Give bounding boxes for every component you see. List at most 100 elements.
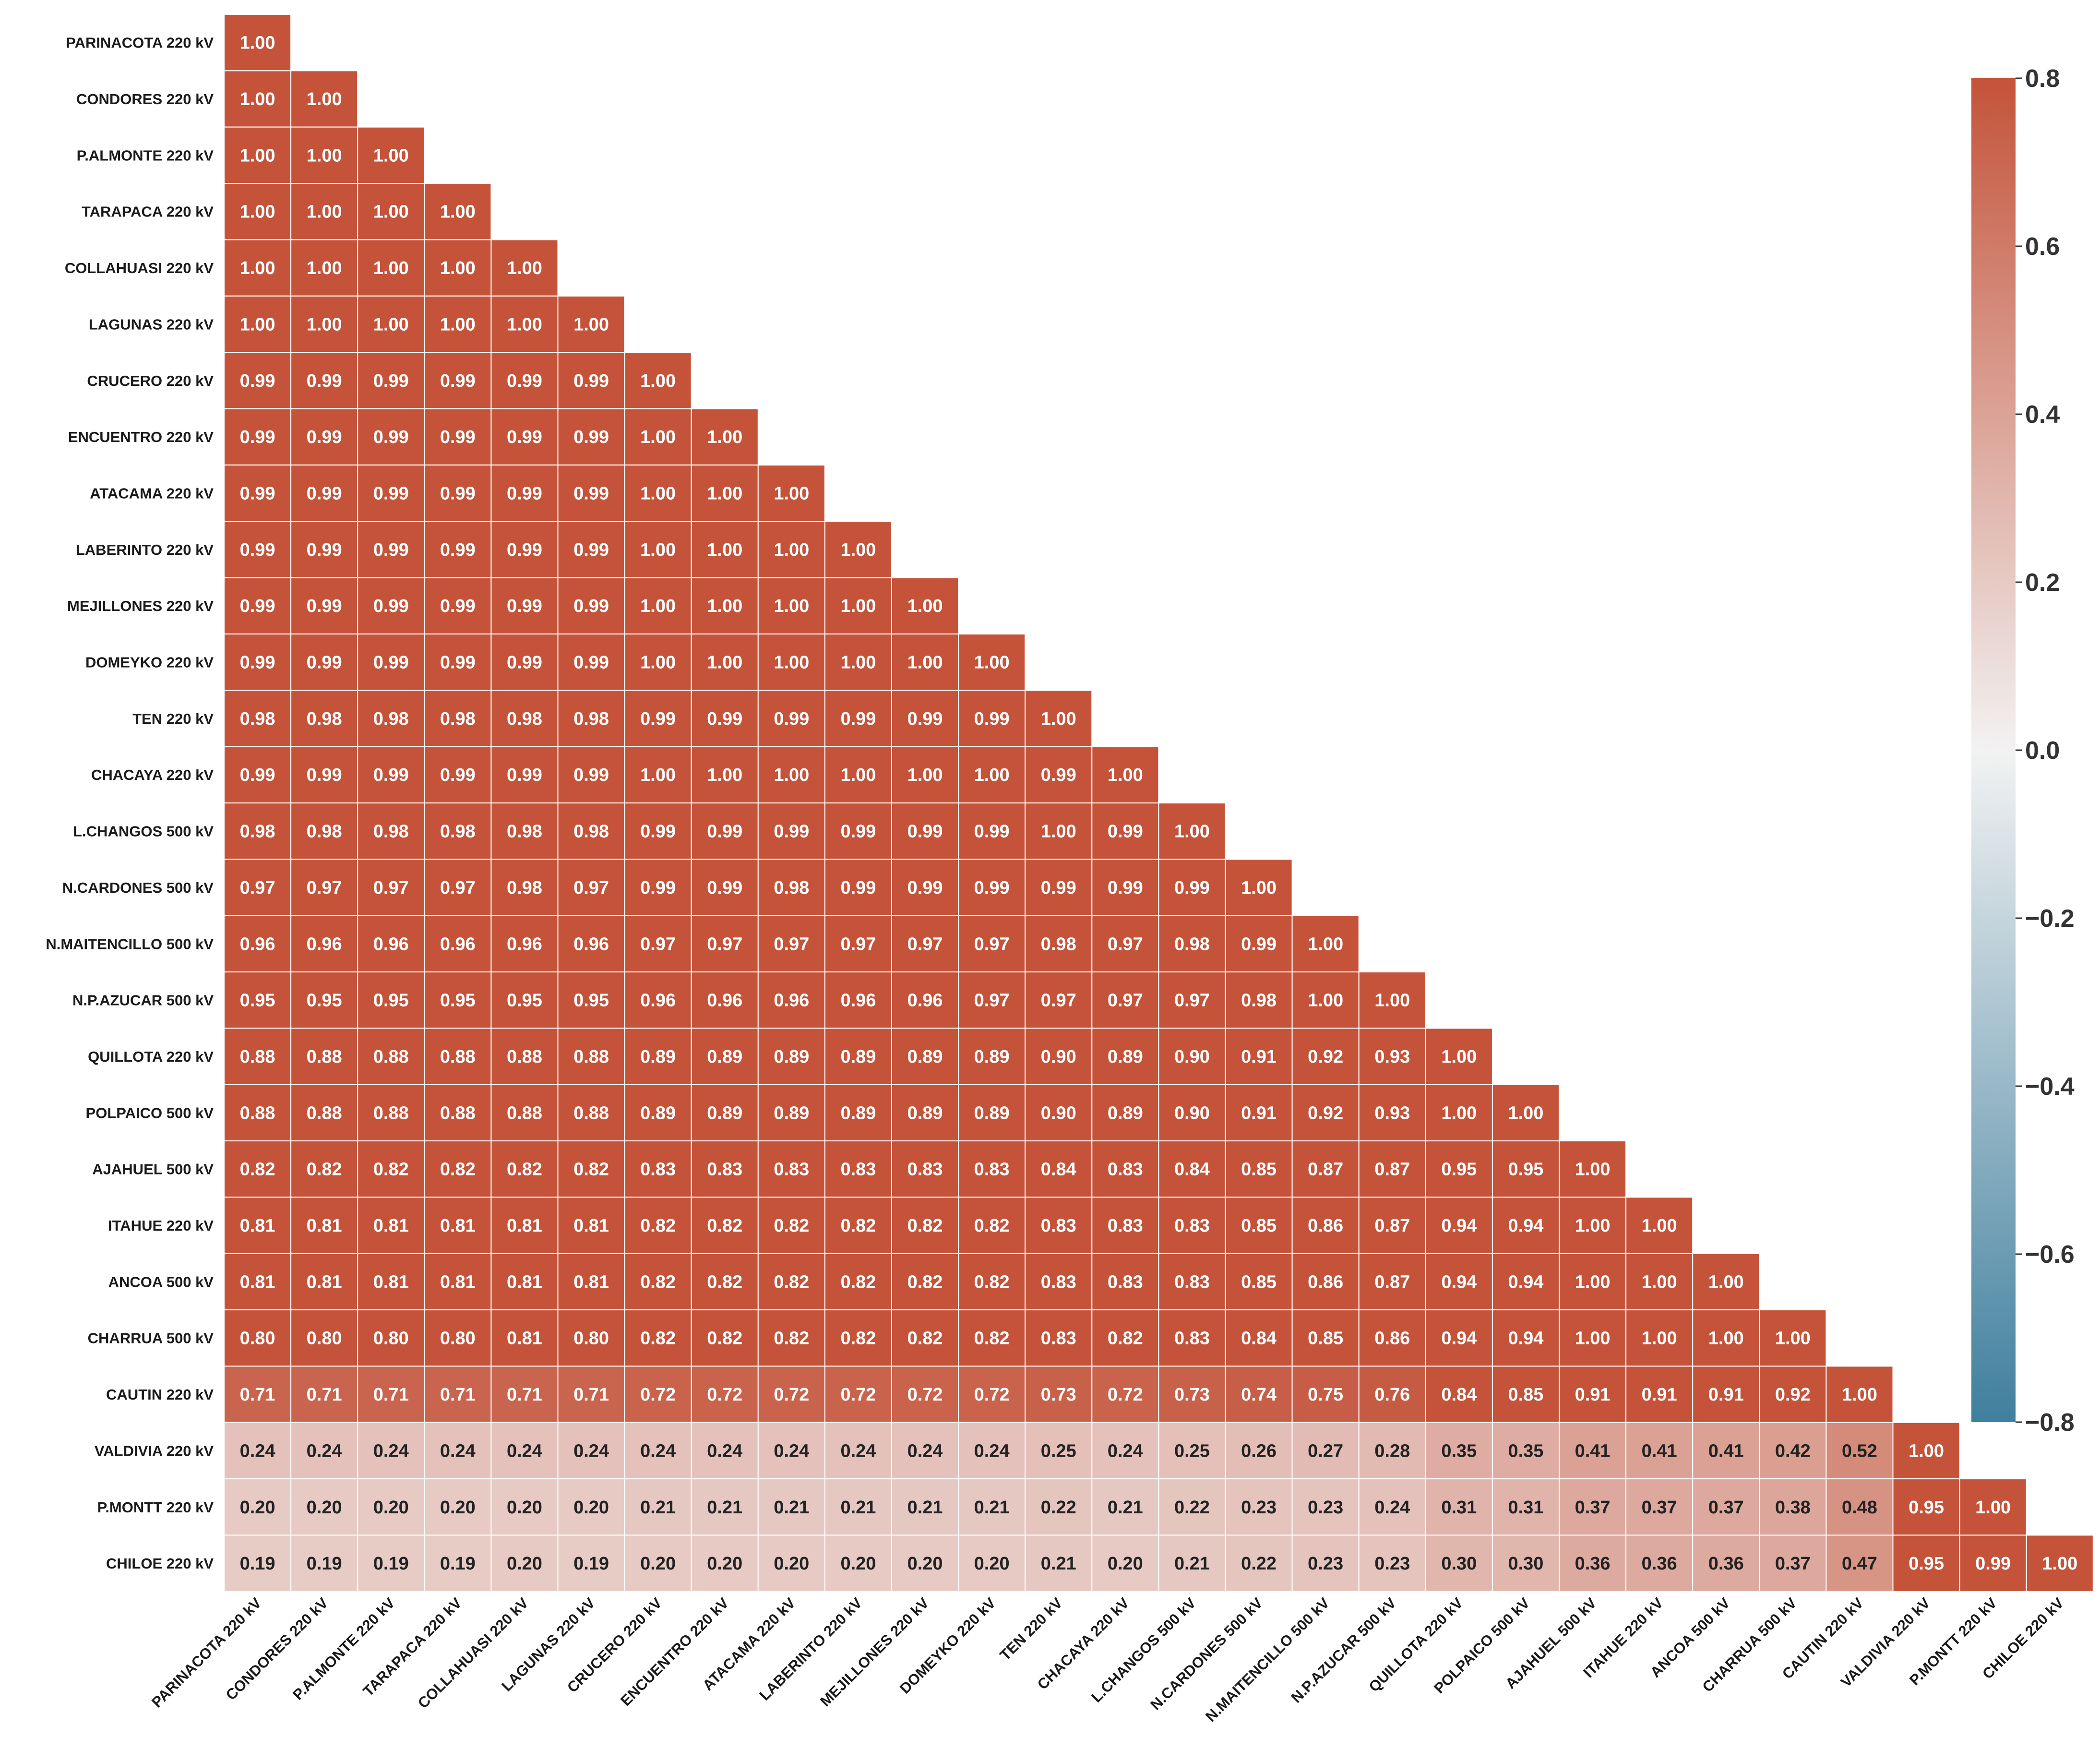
cell-value-label: 0.30 — [1508, 1554, 1543, 1574]
cell-value-label: 0.82 — [840, 1216, 876, 1236]
heatmap-cell — [1425, 1140, 1493, 1198]
cell-value-label: 0.95 — [1508, 1160, 1543, 1180]
colorbar-gradient — [1971, 78, 2016, 1422]
cell-value-label: 0.99 — [240, 653, 275, 673]
cell-value-label: 0.99 — [1041, 765, 1076, 785]
row-tick-label: N.MAITENCILLO 500 kV — [46, 935, 214, 952]
cell-value-label: 1.00 — [840, 540, 876, 560]
column-tick-label: ENCUENTRO 220 kV — [617, 1594, 732, 1709]
column-tick-label: TEN 220 kV — [997, 1594, 1066, 1664]
heatmap-cell — [1291, 1534, 1360, 1592]
cell-value-label: 1.00 — [240, 314, 275, 335]
cell-value-label: 0.81 — [240, 1216, 275, 1236]
cell-value-label: 0.98 — [240, 822, 275, 842]
heatmap-cell — [1959, 1534, 2027, 1592]
heatmap-cell — [891, 802, 959, 860]
heatmap-cell — [1025, 690, 1093, 747]
cell-value-label: 0.92 — [1775, 1385, 1811, 1405]
cell-value-label: 0.99 — [440, 540, 476, 560]
cell-value-label: 0.94 — [1508, 1216, 1543, 1236]
heatmap-cell — [557, 295, 625, 353]
cell-value-label: 0.92 — [1308, 1103, 1343, 1123]
cell-value-label: 0.83 — [1174, 1329, 1210, 1349]
heatmap-cell — [424, 521, 492, 578]
cell-value-label: 0.98 — [507, 822, 542, 842]
heatmap-cell — [757, 746, 825, 803]
heatmap-cell — [490, 1478, 559, 1536]
heatmap-cell — [1158, 1309, 1226, 1367]
cell-value-label: 0.99 — [307, 765, 342, 785]
cell-value-label: 0.97 — [573, 878, 609, 898]
heatmap-cell — [1625, 1197, 1694, 1254]
heatmap-cell — [1158, 915, 1226, 972]
heatmap-cell — [624, 464, 692, 522]
heatmap-cell — [490, 1028, 559, 1085]
heatmap-cell — [290, 521, 358, 578]
cell-value-label: 0.83 — [1041, 1216, 1076, 1236]
cell-value-label: 0.25 — [1174, 1441, 1210, 1461]
cell-value-label: 0.82 — [840, 1329, 876, 1349]
cell-value-label: 0.71 — [573, 1385, 609, 1405]
heatmap-cell — [1358, 1028, 1426, 1085]
cell-value-label: 0.99 — [707, 822, 742, 842]
cell-value-label: 0.24 — [840, 1441, 876, 1461]
cell-value-label: 0.80 — [240, 1329, 275, 1349]
cell-value-label: 1.00 — [1642, 1272, 1677, 1292]
cell-value-label: 0.88 — [240, 1103, 275, 1123]
heatmap-cell — [1091, 1366, 1159, 1423]
cell-value-label: 0.95 — [373, 991, 409, 1011]
heatmap-cell — [691, 1366, 759, 1423]
cell-value-label: 0.99 — [840, 878, 876, 898]
cell-value-label: 0.71 — [440, 1385, 476, 1405]
cell-value-label: 0.26 — [1241, 1441, 1277, 1461]
cell-value-label: 1.00 — [373, 314, 409, 335]
cell-value-label: 0.82 — [240, 1160, 275, 1180]
heatmap-cell — [958, 1028, 1026, 1085]
cell-value-label: 1.00 — [240, 33, 275, 53]
cell-value-label: 0.24 — [240, 1441, 275, 1461]
heatmap-cell — [424, 1309, 492, 1367]
cell-value-label: 0.89 — [640, 1103, 676, 1123]
column-tick-label: PARINACOTA 220 kV — [148, 1594, 265, 1711]
heatmap-cell — [557, 859, 625, 916]
cell-value-label: 0.96 — [640, 991, 676, 1011]
heatmap-cell — [1692, 1366, 1760, 1423]
cell-value-label: 0.98 — [507, 709, 542, 729]
cell-value-label: 0.20 — [640, 1554, 676, 1574]
heatmap-cell — [691, 802, 759, 860]
row-tick-label: P.MONTT 220 kV — [97, 1499, 214, 1516]
cell-value-label: 0.99 — [240, 596, 275, 616]
cell-value-label: 0.21 — [707, 1497, 742, 1518]
heatmap-cell — [891, 915, 959, 972]
heatmap-cell — [1225, 1253, 1293, 1311]
cell-value-label: 0.72 — [707, 1385, 742, 1405]
heatmap-cell — [1158, 1253, 1226, 1311]
cell-value-label: 0.99 — [373, 765, 409, 785]
cell-value-label: 0.21 — [1041, 1554, 1076, 1574]
cell-value-label: 1.00 — [1642, 1216, 1677, 1236]
cell-value-label: 0.19 — [573, 1554, 609, 1574]
heatmap-cell — [891, 746, 959, 803]
cell-value-label: 1.00 — [1041, 709, 1076, 729]
cell-value-label: 0.94 — [1441, 1216, 1477, 1236]
cell-value-label: 0.90 — [1174, 1103, 1210, 1123]
cell-value-label: 0.20 — [440, 1497, 476, 1518]
heatmap-cell — [357, 633, 425, 691]
heatmap-cell-values: 1.00 1.00 1.00 1.00 1.00 1.00 1.00 1.00 1.00 1.00… — [240, 33, 2078, 1574]
cell-value-label: 1.00 — [640, 427, 676, 447]
heatmap-cell — [1491, 1309, 1560, 1367]
heatmap-cell — [824, 1309, 893, 1367]
cell-value-label: 0.81 — [573, 1216, 609, 1236]
cell-value-label: 1.00 — [774, 653, 809, 673]
heatmap-cell — [557, 464, 625, 522]
heatmap-cell — [424, 239, 492, 297]
heatmap-cell — [557, 1253, 625, 1311]
heatmap-cell — [624, 352, 692, 409]
heatmap-cell — [958, 746, 1026, 803]
cell-value-label: 1.00 — [640, 371, 676, 391]
cell-value-label: 0.37 — [1708, 1497, 1744, 1518]
heatmap-cell — [424, 1084, 492, 1141]
cell-value-label: 0.99 — [440, 427, 476, 447]
cell-value-label: 1.00 — [1642, 1329, 1677, 1349]
